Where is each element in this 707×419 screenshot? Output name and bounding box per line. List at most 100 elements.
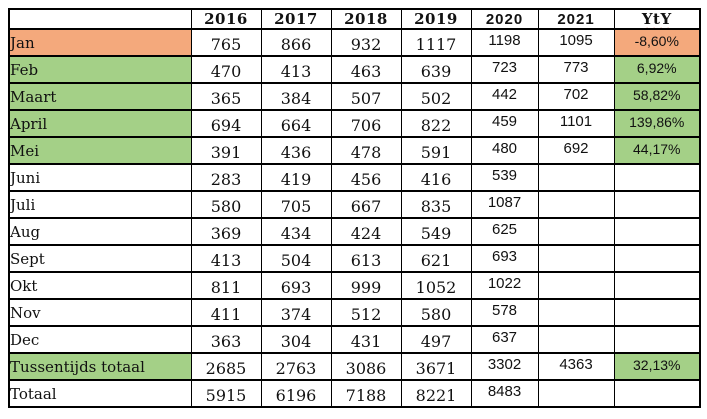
value-cell: 8483 (470, 379, 539, 408)
value-cell: 497 (400, 325, 472, 354)
value-cell: 2685 (190, 352, 262, 381)
value-cell (537, 217, 615, 246)
yty-cell (613, 163, 701, 192)
value-cell: 7188 (330, 379, 402, 408)
value-cell: 3671 (400, 352, 472, 381)
value-cell: 765 (190, 28, 262, 57)
value-cell: 424 (330, 217, 402, 246)
value-cell: 999 (330, 271, 402, 300)
table-row: Sept 413 504 613 621 693 (8, 244, 701, 273)
value-cell: 304 (260, 325, 332, 354)
value-cell: 442 (470, 82, 539, 111)
value-cell: 6196 (260, 379, 332, 408)
value-cell: 1101 (537, 109, 615, 138)
table-body: Jan 765 866 932 1117 1198 1095 -8,60% Feb 470 413 4… (8, 28, 701, 408)
value-cell: 613 (330, 244, 402, 273)
value-cell: 434 (260, 217, 332, 246)
yty-cell (613, 190, 701, 219)
table-row: Aug 369 434 424 549 625 (8, 217, 701, 246)
yty-cell: 44,17% (613, 136, 701, 165)
value-cell: 811 (190, 271, 262, 300)
yty-cell (613, 298, 701, 327)
corner-cell (8, 8, 192, 30)
value-cell: 692 (537, 136, 615, 165)
value-cell: 470 (190, 55, 262, 84)
value-cell: 539 (470, 163, 539, 192)
row-label-cell: Totaal (8, 379, 192, 408)
yty-cell (613, 244, 701, 273)
yty-cell (613, 379, 701, 408)
value-cell: 419 (260, 163, 332, 192)
value-cell: 365 (190, 82, 262, 111)
yty-cell: 32,13% (613, 352, 701, 381)
value-cell: 591 (400, 136, 472, 165)
value-cell (537, 325, 615, 354)
value-cell: 478 (330, 136, 402, 165)
value-cell: 413 (190, 244, 262, 273)
yty-cell (613, 271, 701, 300)
value-cell: 416 (400, 163, 472, 192)
value-cell: 5915 (190, 379, 262, 408)
value-cell: 3302 (470, 352, 539, 381)
row-label-cell: Maart (8, 82, 192, 111)
value-cell: 2763 (260, 352, 332, 381)
value-cell: 374 (260, 298, 332, 327)
row-label-cell: Dec (8, 325, 192, 354)
header-row: 2016 2017 2018 2019 2020 2021 YtY (8, 8, 701, 30)
value-cell: 835 (400, 190, 472, 219)
yty-cell: -8,60% (613, 28, 701, 57)
value-cell: 625 (470, 217, 539, 246)
value-cell: 504 (260, 244, 332, 273)
value-cell: 1117 (400, 28, 472, 57)
table-row: Juli 580 705 667 835 1087 (8, 190, 701, 219)
table-row: Mei 391 436 478 591 480 692 44,17% (8, 136, 701, 165)
value-cell: 723 (470, 55, 539, 84)
table-row: Okt 811 693 999 1052 1022 (8, 271, 701, 300)
value-cell: 507 (330, 82, 402, 111)
row-label-cell: Juli (8, 190, 192, 219)
value-cell: 822 (400, 109, 472, 138)
value-cell: 1052 (400, 271, 472, 300)
value-cell: 283 (190, 163, 262, 192)
table-row: Tussentijds totaal 2685 2763 3086 3671 3302 43… (8, 352, 701, 381)
table-row: April 694 664 706 822 459 1101 139,86% (8, 109, 701, 138)
yty-cell: 6,92% (613, 55, 701, 84)
table-header: 2016 2017 2018 2019 2020 2021 YtY (8, 8, 701, 30)
value-cell: 693 (260, 271, 332, 300)
row-label-cell: Juni (8, 163, 192, 192)
value-cell: 580 (400, 298, 472, 327)
value-cell: 706 (330, 109, 402, 138)
value-cell (537, 271, 615, 300)
row-label-cell: Okt (8, 271, 192, 300)
value-cell: 463 (330, 55, 402, 84)
value-cell: 637 (470, 325, 539, 354)
month-year-table: 2016 2017 2018 2019 2020 2021 YtY Jan 765 866 932… (8, 8, 701, 408)
value-cell (537, 298, 615, 327)
value-cell: 1095 (537, 28, 615, 57)
value-cell: 549 (400, 217, 472, 246)
yty-cell (613, 325, 701, 354)
value-cell: 502 (400, 82, 472, 111)
value-cell: 459 (470, 109, 539, 138)
row-label-cell: Mei (8, 136, 192, 165)
table-row: Maart 365 384 507 502 442 702 58,82% (8, 82, 701, 111)
column-header-YtY: YtY (613, 8, 701, 30)
table-row: Jan 765 866 932 1117 1198 1095 -8,60% (8, 28, 701, 57)
value-cell: 436 (260, 136, 332, 165)
value-cell: 667 (330, 190, 402, 219)
row-label-cell: Tussentijds totaal (8, 352, 192, 381)
value-cell (537, 163, 615, 192)
column-header-2020: 2020 (470, 8, 539, 30)
value-cell: 580 (190, 190, 262, 219)
column-header-2019: 2019 (400, 8, 472, 30)
table-row: Nov 411 374 512 580 578 (8, 298, 701, 327)
column-header-2018: 2018 (330, 8, 402, 30)
yty-cell (613, 217, 701, 246)
column-header-2021: 2021 (537, 8, 615, 30)
row-label-cell: Nov (8, 298, 192, 327)
column-header-2016: 2016 (190, 8, 262, 30)
value-cell: 456 (330, 163, 402, 192)
value-cell: 363 (190, 325, 262, 354)
value-cell: 431 (330, 325, 402, 354)
